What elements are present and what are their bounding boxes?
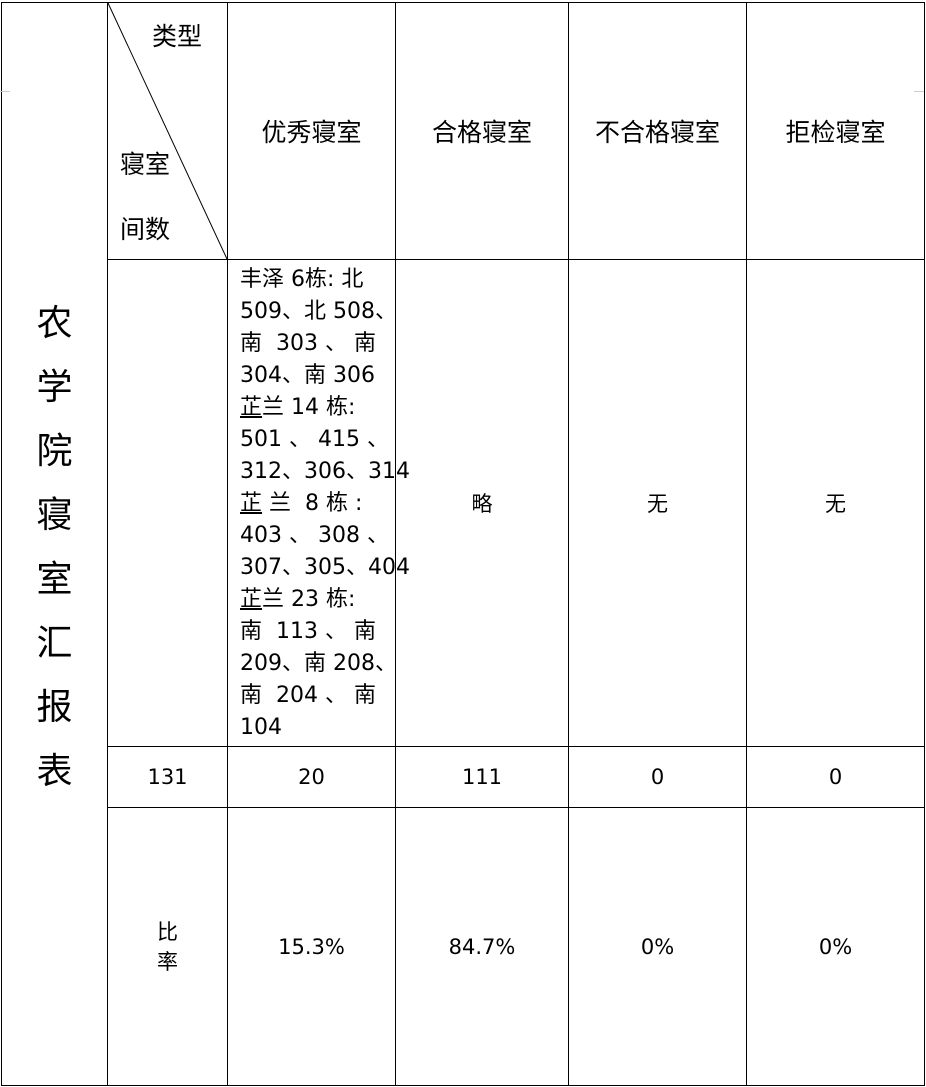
rate-label-line: 率 — [157, 949, 178, 974]
room-list-line: 南 303 、 南 — [240, 331, 376, 356]
title-char: 农 — [36, 303, 73, 344]
room-list-line: 307、305、404 — [240, 555, 410, 580]
excellent-room-list: 丰泽 6栋: 北 509、北 508、 南 303 、 南 304、南 306 … — [228, 260, 410, 746]
qualified-count: 111 — [461, 765, 503, 789]
title-char: 院 — [36, 431, 73, 472]
table-border — [1, 2, 925, 3]
room-list-line: 501 、 415 、 — [240, 427, 389, 452]
table-title: 农 学 院 寝 室 汇 报 表 — [2, 3, 107, 1085]
room-list-line: 丰泽 6栋: 北 — [240, 267, 364, 292]
table-border — [924, 2, 925, 1086]
table-border — [1, 1085, 925, 1086]
row-divider — [107, 746, 925, 747]
corner-rooms-label: 寝室 — [120, 150, 171, 179]
header-unqualified: 不合格寝室 — [594, 118, 720, 147]
title-char: 室 — [36, 559, 73, 600]
qualified-detail: 略 — [471, 492, 493, 516]
title-char: 报 — [36, 687, 73, 728]
margin-mark — [0, 91, 10, 92]
room-list-line: 芷 兰 8 栋 : — [240, 491, 363, 516]
header-qualified: 合格寝室 — [431, 118, 532, 147]
corner-count-label: 间数 — [120, 215, 171, 244]
unqualified-detail: 无 — [647, 492, 668, 516]
refused-rate: 0% — [818, 934, 853, 959]
room-list-line: 芷兰 14 栋: — [240, 395, 356, 420]
room-list-line: 芷兰 23 栋: — [240, 587, 356, 612]
col-divider — [395, 2, 396, 1086]
diagonal-line — [107, 2, 228, 260]
excellent-rate: 15.3% — [278, 934, 345, 959]
margin-mark — [914, 91, 924, 92]
unqualified-rate: 0% — [640, 934, 675, 959]
refused-detail: 无 — [825, 492, 846, 516]
corner-type-label: 类型 — [152, 22, 203, 51]
excellent-count: 20 — [298, 765, 325, 789]
title-char: 学 — [36, 367, 73, 408]
col-divider — [107, 2, 108, 1086]
col-divider — [568, 2, 569, 1086]
room-list-line: 209、南 208、 — [240, 651, 397, 676]
header-excellent: 优秀寝室 — [261, 118, 362, 147]
row-divider — [107, 807, 925, 808]
qualified-rate: 84.7% — [448, 934, 516, 959]
table-border — [1, 2, 2, 1086]
room-list-line: 403 、 308 、 — [240, 523, 389, 548]
room-list-line: 南 204 、 南 — [240, 683, 376, 708]
room-list-line: 312、306、314 — [240, 459, 410, 484]
room-list-line: 104 — [240, 715, 282, 740]
room-list-line: 304、南 306 — [240, 363, 375, 388]
rate-label: 比 率 — [108, 808, 227, 1085]
col-divider — [227, 2, 228, 1086]
col-divider — [746, 2, 747, 1086]
total-count: 131 — [147, 765, 188, 789]
unqualified-count: 0 — [650, 765, 665, 789]
room-list-line: 南 113 、 南 — [240, 619, 376, 644]
header-refused: 拒检寝室 — [785, 118, 886, 147]
title-char: 寝 — [36, 495, 73, 536]
title-char: 表 — [36, 751, 73, 792]
title-char: 汇 — [36, 623, 73, 664]
refused-count: 0 — [828, 765, 843, 789]
room-list-line: 509、北 508、 — [240, 299, 397, 324]
rate-label-line: 比 — [157, 919, 178, 944]
row-divider — [107, 259, 925, 260]
